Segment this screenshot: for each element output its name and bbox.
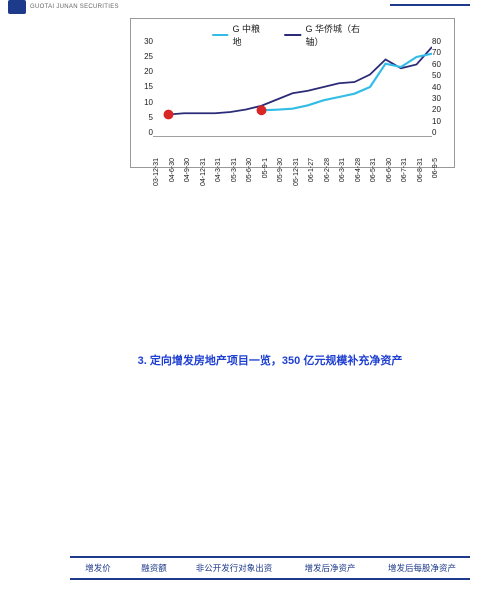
y-tick-right: 60 — [432, 60, 452, 69]
legend-swatch — [285, 34, 302, 36]
table-col-header: 增发后每股净资产 — [374, 562, 470, 574]
legend-swatch — [212, 34, 229, 36]
x-tick: 04-12-31 — [200, 158, 207, 186]
x-tick: 04-9-30 — [184, 158, 191, 182]
x-tick: 05-9-1 — [262, 158, 269, 178]
y-tick-left: 20 — [133, 67, 153, 76]
y-axis-right: 0 10 20 30 40 50 60 70 80 — [432, 37, 452, 137]
chart-series — [169, 47, 433, 115]
table-bottom-rule — [70, 578, 470, 580]
x-tick: 05-3-31 — [231, 158, 238, 182]
y-tick-right: 20 — [432, 105, 452, 114]
y-tick-left: 5 — [133, 113, 153, 122]
x-tick: 06-7-31 — [401, 158, 408, 182]
x-tick: 06-5-31 — [370, 158, 377, 182]
table-col-header: 非公开发行对象出资 — [182, 562, 286, 574]
x-axis: 03-12-3104-6-3004-9-3004-12-3104-3-3105-… — [153, 139, 432, 165]
y-tick-left: 0 — [133, 128, 153, 137]
table-col-header: 增发价 — [70, 562, 126, 574]
section-title: 定向增发房地产项目一览，350 亿元规模补充净资产 — [150, 355, 402, 367]
x-tick: 05-12-31 — [293, 158, 300, 186]
y-tick-left: 10 — [133, 98, 153, 107]
chart-marker — [164, 110, 174, 120]
chart-svg — [153, 37, 432, 137]
chart-plot — [153, 37, 432, 137]
x-tick: 06-3-31 — [339, 158, 346, 182]
table-col-header: 融资额 — [126, 562, 182, 574]
x-tick: 06-8-31 — [417, 158, 424, 182]
x-tick: 05-9-30 — [277, 158, 284, 182]
y-tick-left: 30 — [133, 37, 153, 46]
y-tick-right: 70 — [432, 48, 452, 57]
brand-logo — [8, 0, 26, 14]
table-header-row: 增发价 融资额 非公开发行对象出资 增发后净资产 增发后每股净资产 — [70, 558, 470, 578]
funding-table: 增发价 融资额 非公开发行对象出资 增发后净资产 增发后每股净资产 — [70, 556, 470, 580]
x-tick: 06-2-28 — [324, 158, 331, 182]
x-tick: 06-6-30 — [386, 158, 393, 182]
x-tick: 04-3-31 — [215, 158, 222, 182]
table-col-header: 增发后净资产 — [286, 562, 374, 574]
x-tick: 05-6-30 — [246, 158, 253, 182]
x-tick: 06-4-28 — [355, 158, 362, 182]
x-tick: 06-1-27 — [308, 158, 315, 182]
brand: GUOTAI JUNAN SECURITIES — [8, 0, 119, 14]
y-tick-left: 25 — [133, 52, 153, 61]
chart-marker — [257, 105, 267, 115]
y-tick-right: 10 — [432, 117, 452, 126]
price-chart: G 中粮地 G 华侨城（右轴） 051015202530 01020304050… — [130, 18, 455, 168]
y-tick-right: 30 — [432, 94, 452, 103]
section-heading: 3. 定向增发房地产项目一览，350 亿元规模补充净资产 — [90, 352, 450, 368]
y-tick-left: 15 — [133, 82, 153, 91]
header-accent-line — [390, 4, 470, 6]
x-tick: 04-6-30 — [169, 158, 176, 182]
y-tick-right: 40 — [432, 83, 452, 92]
y-tick-right: 0 — [432, 128, 452, 137]
x-tick: 06-9-5 — [432, 158, 439, 178]
y-tick-right: 50 — [432, 71, 452, 80]
x-tick: 03-12-31 — [153, 158, 160, 186]
y-axis-left: 0 5 10 15 20 25 30 — [133, 37, 153, 137]
page-header: GUOTAI JUNAN SECURITIES — [0, 0, 500, 18]
section-number: 3. — [138, 355, 147, 367]
y-tick-right: 80 — [432, 37, 452, 46]
brand-text: GUOTAI JUNAN SECURITIES — [30, 4, 119, 10]
